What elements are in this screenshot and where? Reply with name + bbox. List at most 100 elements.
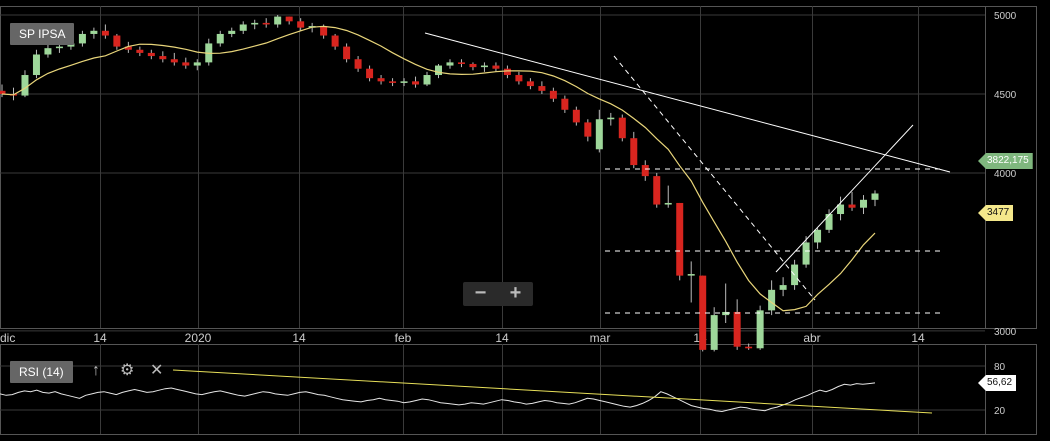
moving-average-price-label: 3477 bbox=[978, 205, 1014, 221]
candle-body bbox=[55, 46, 63, 49]
x-tick-label: 14 bbox=[911, 331, 925, 345]
candle-body bbox=[193, 62, 201, 66]
x-tick-label: 14 bbox=[495, 331, 509, 345]
y-tick-label: 4000 bbox=[994, 169, 1017, 180]
candle-body bbox=[67, 43, 75, 47]
candle-body bbox=[457, 62, 465, 64]
candle-body bbox=[768, 289, 776, 311]
candle-body bbox=[860, 199, 868, 208]
candle-body bbox=[0, 90, 6, 94]
candle-body bbox=[515, 75, 523, 82]
candle-body bbox=[641, 165, 649, 177]
candle-body bbox=[239, 24, 247, 31]
candle-body bbox=[676, 202, 684, 276]
candle-body bbox=[699, 275, 707, 350]
candle-body bbox=[182, 62, 190, 66]
candle-body bbox=[320, 26, 328, 36]
rsi-y-tick-label: 20 bbox=[994, 406, 1006, 417]
candle-body bbox=[814, 229, 822, 243]
candle-body bbox=[526, 81, 534, 87]
candle-body bbox=[687, 274, 695, 276]
candle-body bbox=[147, 52, 155, 57]
candle-body bbox=[584, 122, 592, 137]
close-icon[interactable]: ✕ bbox=[150, 362, 164, 379]
candle-body bbox=[412, 81, 420, 85]
y-tick-label: 4500 bbox=[994, 90, 1017, 101]
candle-body bbox=[549, 90, 557, 99]
x-tick-label: mar bbox=[590, 331, 611, 345]
candle-body bbox=[78, 33, 86, 44]
candle-body bbox=[44, 48, 52, 55]
gear-icon[interactable]: ⚙ bbox=[120, 362, 135, 379]
candle-body bbox=[837, 204, 845, 215]
candle-body bbox=[366, 68, 374, 79]
candle-body bbox=[159, 56, 167, 60]
y-tick-label: 3000 bbox=[994, 327, 1017, 338]
x-tick-label: 2020 bbox=[185, 331, 212, 345]
candle-body bbox=[653, 176, 661, 205]
candle-body bbox=[733, 311, 741, 347]
candle-body bbox=[595, 119, 603, 150]
candle-body bbox=[664, 202, 672, 205]
candle-body bbox=[435, 65, 442, 76]
candle-body bbox=[825, 214, 833, 230]
candle-body bbox=[21, 75, 29, 96]
rsi-indicator-title[interactable]: RSI (14) bbox=[10, 361, 73, 383]
candle-body bbox=[331, 35, 339, 47]
candle-body bbox=[722, 311, 730, 316]
candle-body bbox=[228, 30, 236, 34]
candle-body bbox=[618, 117, 626, 139]
candle-body bbox=[389, 81, 397, 83]
candle-body bbox=[710, 315, 718, 350]
candle-body bbox=[607, 117, 615, 120]
candle-body bbox=[423, 75, 431, 85]
zoom-out-button[interactable]: − bbox=[474, 282, 487, 304]
main-panel-border bbox=[0, 6, 1037, 329]
dashed-trendline bbox=[613, 55, 816, 301]
candle-body bbox=[492, 65, 500, 69]
candle-body bbox=[756, 310, 764, 349]
candle-body bbox=[871, 193, 879, 200]
candle-body bbox=[802, 242, 810, 265]
x-tick-label: 14 bbox=[292, 331, 306, 345]
candle-body bbox=[297, 21, 305, 28]
rsi-panel-border bbox=[0, 344, 1037, 435]
candle-body bbox=[285, 16, 293, 22]
x-tick-label: abr bbox=[803, 331, 820, 345]
candle-body bbox=[561, 98, 569, 110]
x-tick-label: feb bbox=[395, 331, 412, 345]
moving-average-line bbox=[1, 25, 876, 312]
candle-body bbox=[101, 30, 109, 36]
candle-body bbox=[90, 30, 98, 34]
candle-body bbox=[136, 49, 144, 53]
candle-body bbox=[503, 68, 511, 76]
resistance-trendline bbox=[424, 32, 951, 173]
main-series-title[interactable]: SP IPSA bbox=[10, 23, 75, 45]
candle-body bbox=[469, 63, 477, 68]
rsi-y-tick-label: 80 bbox=[994, 362, 1006, 373]
rsi-value-label: 56,62 bbox=[978, 375, 1017, 391]
candle-body bbox=[848, 204, 856, 208]
candle-body bbox=[400, 81, 408, 83]
candle-body bbox=[377, 78, 385, 82]
candle-body bbox=[354, 59, 362, 69]
rsi-trendline bbox=[172, 369, 933, 414]
candle-body bbox=[630, 138, 638, 166]
last-price-label: 3822,175 bbox=[978, 153, 1033, 169]
arrow-up-icon[interactable]: ↑ bbox=[92, 362, 100, 379]
support-trendline bbox=[775, 124, 914, 273]
candle-body bbox=[745, 346, 753, 349]
candle-body bbox=[274, 16, 282, 25]
candle-body bbox=[262, 22, 270, 25]
candle-body bbox=[251, 22, 259, 25]
candle-body bbox=[446, 62, 454, 66]
candle-body bbox=[572, 109, 580, 123]
y-tick-label: 5000 bbox=[994, 11, 1017, 22]
rsi-line bbox=[0, 382, 876, 413]
candle-body bbox=[113, 35, 121, 47]
candle-body bbox=[538, 86, 546, 91]
zoom-in-button[interactable]: + bbox=[509, 282, 522, 304]
x-tick-label: 14 bbox=[93, 331, 107, 345]
candle-body bbox=[32, 54, 40, 76]
